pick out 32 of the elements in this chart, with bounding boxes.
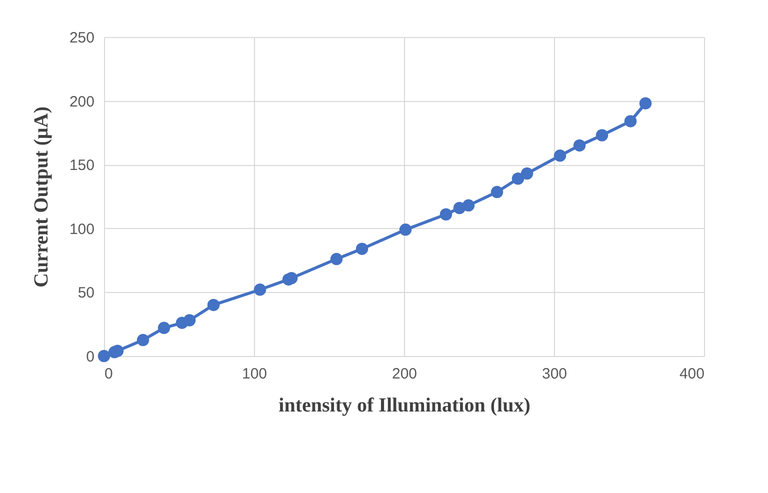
x-tick-label: 400: [679, 366, 704, 382]
point: [573, 139, 586, 152]
point: [639, 97, 652, 110]
y-tick-label: 100: [69, 220, 94, 238]
point: [254, 284, 266, 296]
point: [330, 252, 343, 266]
point: [462, 199, 475, 212]
x-tick-label: 200: [392, 366, 418, 382]
y-axis-title: Current Output (μA): [30, 106, 52, 288]
point: [624, 115, 637, 128]
point: [183, 314, 196, 326]
point: [596, 129, 608, 142]
y-tick-label: 150: [69, 157, 94, 174]
point: [158, 322, 170, 334]
point: [520, 167, 534, 180]
x-axis-title: intensity of Illumination (lux): [278, 394, 530, 416]
point: [512, 172, 524, 185]
point: [490, 186, 504, 198]
y-tick-label: 250: [69, 30, 94, 46]
x-tick-label: 0: [104, 366, 113, 382]
point: [136, 334, 150, 346]
y-tick-label: 50: [78, 284, 94, 302]
y-tick-label: 200: [69, 93, 94, 110]
point: [98, 350, 110, 362]
y-tick-label: 0: [86, 348, 94, 366]
point: [554, 150, 566, 162]
x-tick-label: 300: [542, 366, 568, 382]
point: [207, 298, 220, 312]
x-tick-label: 100: [242, 366, 268, 382]
point: [356, 242, 368, 255]
point: [440, 208, 452, 220]
point: [399, 224, 412, 236]
